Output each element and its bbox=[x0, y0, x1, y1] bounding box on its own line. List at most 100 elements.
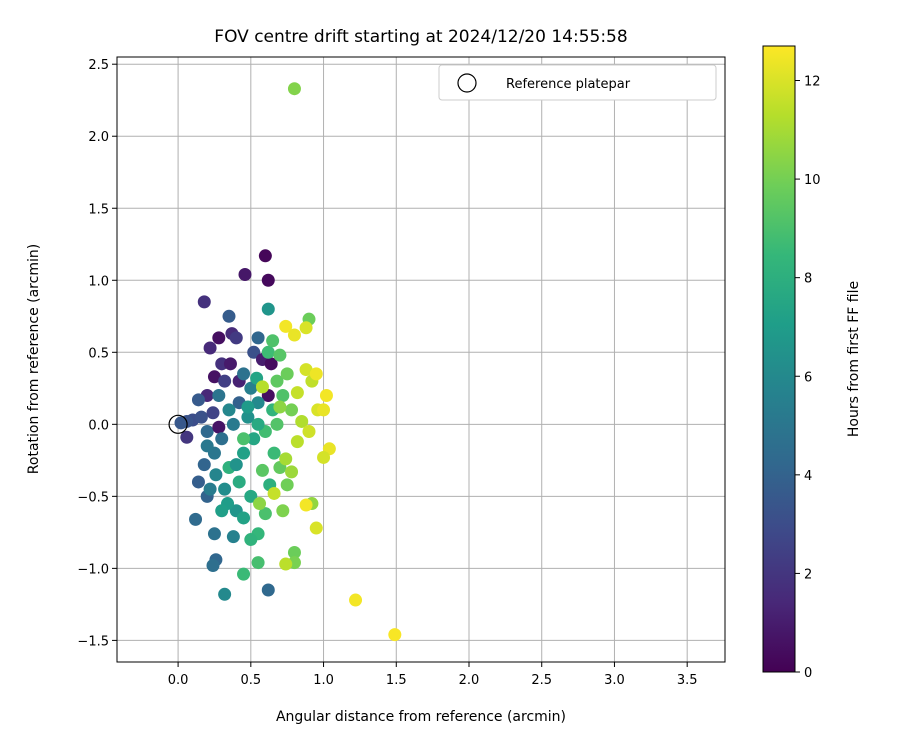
data-point bbox=[319, 389, 333, 403]
data-point bbox=[251, 417, 265, 431]
data-point bbox=[255, 463, 269, 477]
data-point bbox=[215, 432, 229, 446]
data-point bbox=[279, 452, 293, 466]
data-point bbox=[317, 450, 331, 464]
legend-box bbox=[438, 64, 717, 101]
reference-layer bbox=[168, 414, 188, 434]
x-tick-label: 0.5 bbox=[240, 673, 261, 688]
y-tick-label: 2.5 bbox=[88, 58, 109, 73]
y-tick-label: 0.5 bbox=[88, 346, 109, 361]
data-point bbox=[261, 583, 275, 597]
data-point bbox=[241, 410, 255, 424]
x-tick-label: 3.0 bbox=[604, 673, 625, 688]
data-point bbox=[287, 328, 301, 342]
y-tick-label: −1.5 bbox=[77, 634, 109, 649]
data-point bbox=[194, 410, 208, 424]
data-point bbox=[244, 381, 258, 395]
data-point bbox=[261, 273, 275, 287]
data-point bbox=[280, 367, 294, 381]
data-point bbox=[258, 507, 272, 521]
data-point bbox=[215, 504, 229, 518]
data-point bbox=[251, 396, 265, 410]
data-point bbox=[222, 309, 236, 323]
data-point bbox=[174, 416, 188, 430]
data-point bbox=[255, 380, 269, 394]
data-point bbox=[206, 406, 220, 420]
data-point bbox=[299, 498, 313, 512]
data-point bbox=[270, 417, 284, 431]
x-tick-label: 1.5 bbox=[386, 673, 407, 688]
data-point bbox=[273, 348, 287, 362]
legend-label: Reference platepar bbox=[506, 77, 631, 92]
data-point bbox=[261, 302, 275, 316]
data-point bbox=[191, 393, 205, 407]
x-tick-label: 1.0 bbox=[313, 673, 334, 688]
data-point bbox=[273, 400, 287, 414]
data-point bbox=[261, 345, 275, 359]
data-point bbox=[258, 249, 272, 263]
data-point bbox=[317, 403, 331, 417]
data-point bbox=[251, 556, 265, 570]
data-points bbox=[174, 82, 402, 642]
x-axis: 0.0 0.5 1.0 1.5 2.0 2.5 3.0 3.5 bbox=[168, 662, 698, 688]
data-point bbox=[232, 475, 246, 489]
data-point bbox=[197, 458, 211, 472]
legend: Reference platepar bbox=[438, 64, 717, 101]
colorbar-label: Hours from first FF file bbox=[846, 281, 862, 437]
legend-marker bbox=[457, 73, 477, 93]
data-point bbox=[237, 446, 251, 460]
data-point bbox=[229, 458, 243, 472]
y-tick-label: 2.0 bbox=[88, 130, 109, 145]
data-point bbox=[237, 432, 251, 446]
colorbar-tick-label: 10 bbox=[804, 173, 821, 188]
data-point bbox=[287, 546, 301, 560]
x-tick-label: 2.5 bbox=[531, 673, 552, 688]
colorbar-tick-label: 4 bbox=[804, 469, 812, 484]
data-point bbox=[203, 482, 217, 496]
data-point bbox=[237, 511, 251, 525]
data-point bbox=[264, 357, 278, 371]
data-point bbox=[209, 468, 223, 482]
data-point bbox=[200, 425, 214, 439]
data-point bbox=[244, 489, 258, 503]
colorbar-ticks: 0 2 4 6 8 10 12 bbox=[795, 75, 821, 681]
x-tick-label: 2.0 bbox=[459, 673, 480, 688]
data-point bbox=[285, 465, 299, 479]
data-point bbox=[218, 482, 232, 496]
data-point bbox=[267, 446, 281, 460]
data-point bbox=[237, 567, 251, 581]
y-tick-label: −1.0 bbox=[77, 562, 109, 577]
colorbar-tick-label: 0 bbox=[804, 666, 812, 681]
data-point bbox=[285, 403, 299, 417]
data-point bbox=[237, 367, 251, 381]
data-point bbox=[302, 425, 316, 439]
data-point bbox=[218, 374, 232, 388]
data-point bbox=[299, 363, 313, 377]
data-point bbox=[247, 345, 261, 359]
data-point bbox=[212, 389, 226, 403]
data-point bbox=[287, 82, 301, 96]
data-point bbox=[222, 403, 236, 417]
data-point bbox=[191, 475, 205, 489]
data-point bbox=[251, 331, 265, 345]
data-point bbox=[309, 521, 323, 535]
data-point bbox=[212, 420, 226, 434]
reference-marker bbox=[168, 414, 188, 434]
data-point bbox=[203, 341, 217, 355]
data-point bbox=[253, 497, 267, 511]
data-point bbox=[295, 414, 309, 428]
data-point bbox=[299, 321, 313, 335]
data-point bbox=[207, 370, 221, 384]
y-tick-label: 1.0 bbox=[88, 274, 109, 289]
data-point bbox=[280, 478, 294, 492]
data-point bbox=[266, 334, 280, 348]
data-point bbox=[276, 389, 290, 403]
data-point bbox=[212, 331, 226, 345]
data-point bbox=[279, 557, 293, 571]
data-point bbox=[226, 530, 240, 544]
grid-lines bbox=[117, 57, 725, 662]
data-point bbox=[206, 558, 220, 572]
chart-title: FOV centre drift starting at 2024/12/20 … bbox=[214, 27, 627, 47]
y-tick-label: 0.0 bbox=[88, 418, 109, 433]
